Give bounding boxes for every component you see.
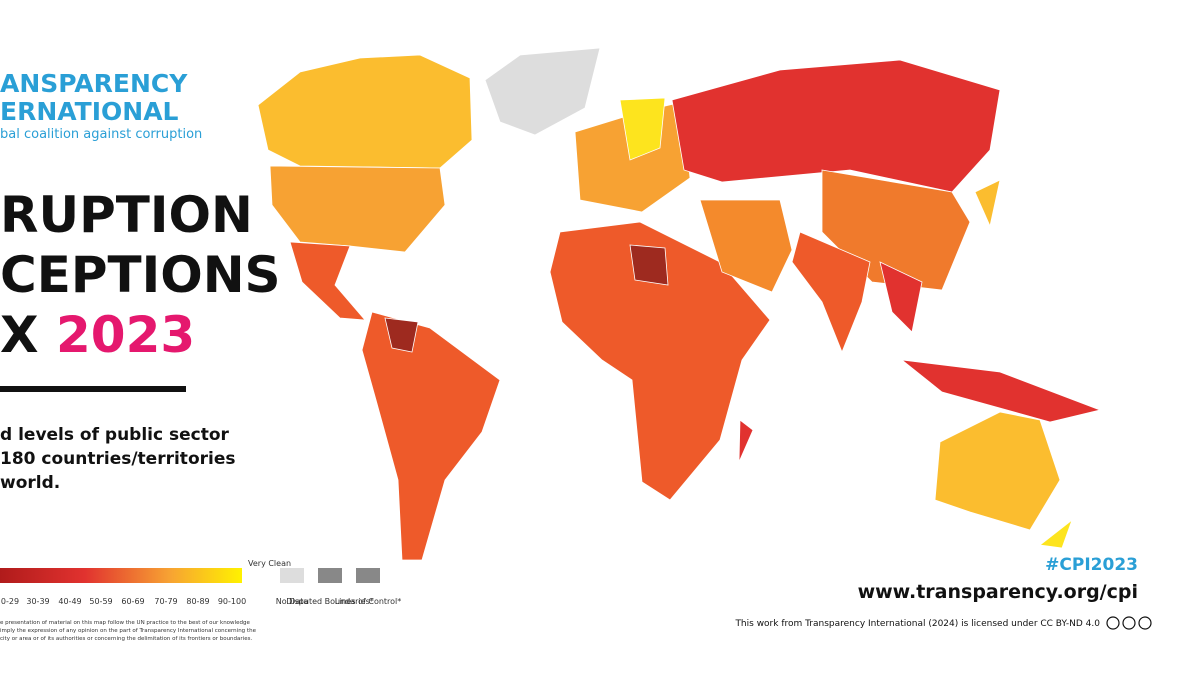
description: 180 countries/territories	[0, 449, 235, 469]
legend-label: No Data	[276, 597, 309, 606]
legend-swatch	[280, 568, 304, 583]
url: www.transparency.org/cpi	[858, 581, 1138, 603]
legend-label: 80-89	[186, 597, 209, 606]
legend-swatch	[318, 568, 342, 583]
title-word: X	[0, 306, 39, 364]
region	[1039, 518, 1073, 549]
logo-line: ANSPARENCY	[0, 69, 188, 98]
title-year: 2023	[56, 306, 195, 364]
region	[269, 165, 446, 253]
legend-label: 50-59	[89, 597, 112, 606]
region	[671, 59, 1001, 193]
legend-label: Very Clean	[248, 559, 291, 568]
map	[257, 47, 1102, 561]
legend-label: 60-69	[121, 597, 144, 606]
description: d levels of public sector	[0, 425, 230, 445]
region	[619, 97, 666, 161]
region	[791, 231, 871, 354]
logo-line: ERNATIONAL	[0, 97, 179, 126]
region	[879, 261, 923, 333]
legend-label: 70-79	[154, 597, 177, 606]
region	[384, 317, 419, 353]
region	[738, 419, 754, 463]
legend-label: 90-100	[218, 597, 246, 606]
legend-label: Lines of Control*	[335, 597, 402, 606]
disclaimer: imply the expression of any opinion on t…	[0, 628, 257, 634]
region	[974, 179, 1001, 228]
region	[900, 359, 1102, 423]
disclaimer: e presentation of material on this map f…	[0, 620, 250, 626]
region	[257, 54, 473, 169]
region	[289, 241, 366, 321]
disclaimer: city or area or of its authorities or co…	[0, 636, 252, 642]
region	[629, 244, 669, 286]
cc-icons	[1106, 616, 1152, 630]
legend-label: 40-49	[58, 597, 81, 606]
title-rule	[0, 386, 186, 392]
license: This work from Transparency Internationa…	[734, 619, 1100, 629]
title-line: X 2023	[0, 306, 195, 364]
legend-label: Disputed Boundaries*	[286, 597, 373, 606]
region	[699, 199, 793, 293]
logo-tagline: bal coalition against corruption	[0, 127, 202, 142]
legend-label: 0-29	[1, 597, 19, 606]
region	[361, 311, 501, 561]
legend-swatch	[356, 568, 380, 583]
legend-label: 30-39	[26, 597, 49, 606]
title-line: RUPTION	[0, 186, 253, 244]
region	[934, 411, 1061, 531]
title-line: CEPTIONS	[0, 246, 281, 304]
region	[484, 47, 601, 136]
legend-scale	[0, 568, 242, 583]
hashtag: #CPI2023	[1045, 555, 1138, 575]
description: world.	[0, 473, 60, 493]
